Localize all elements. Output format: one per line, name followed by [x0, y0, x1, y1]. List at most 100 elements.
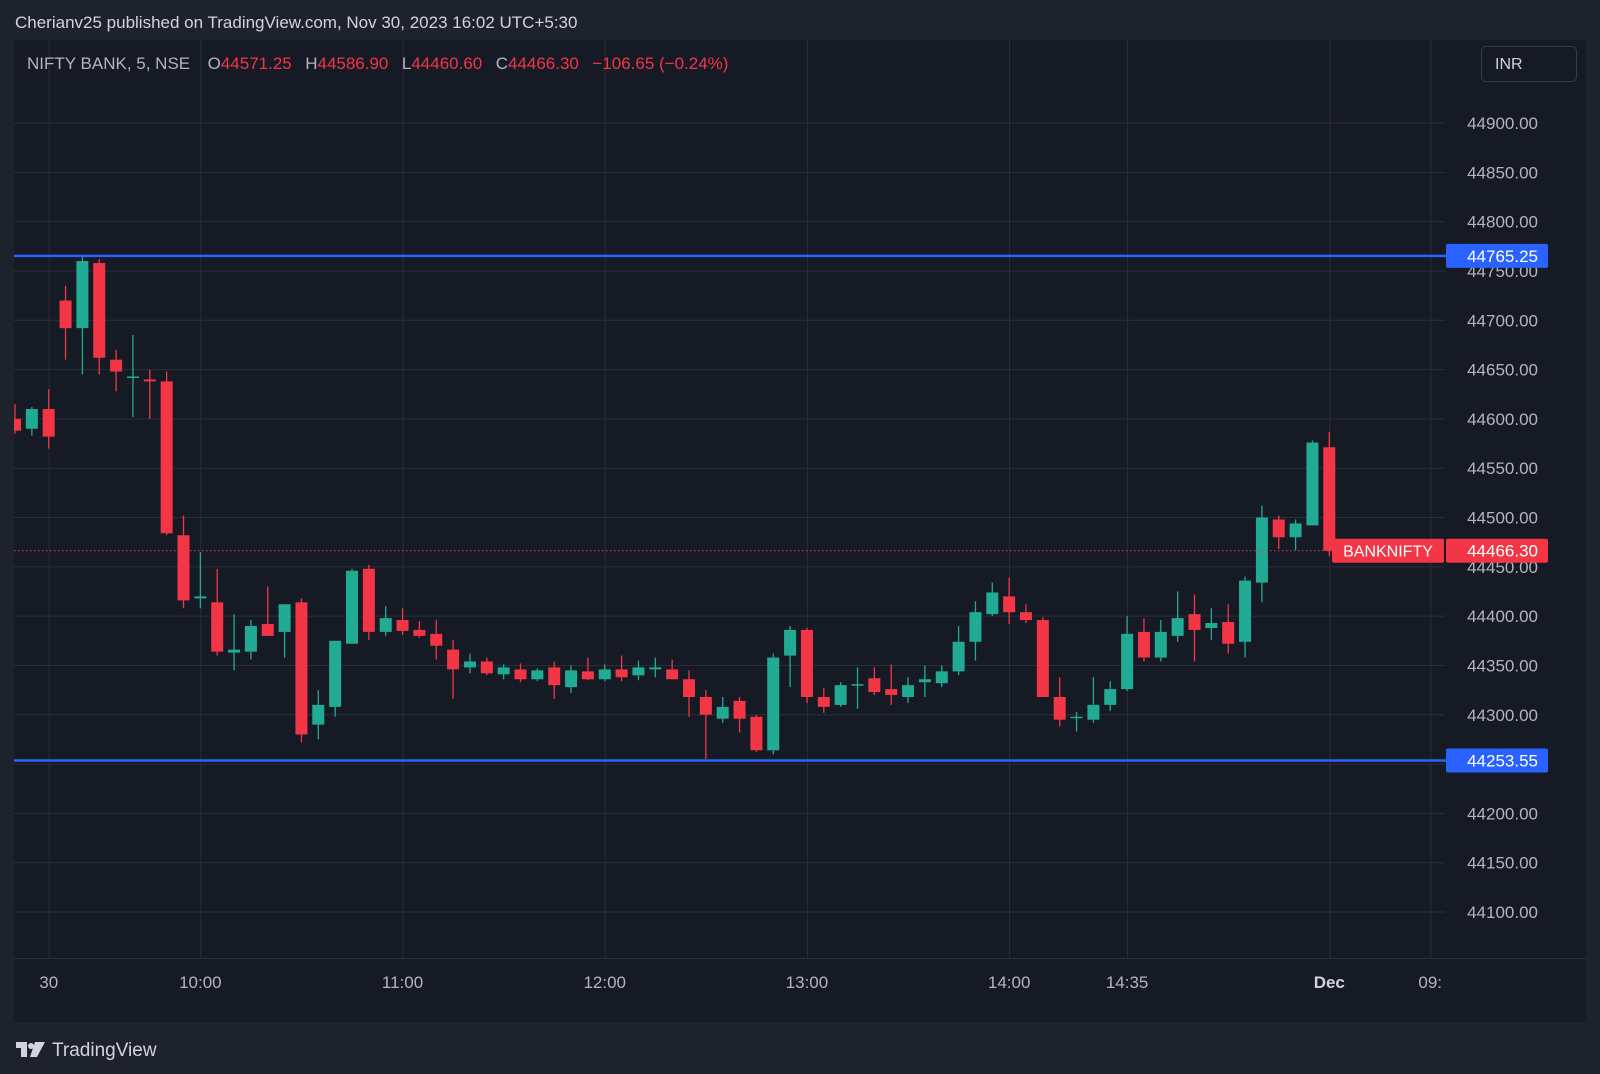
candle-body[interactable] — [463, 661, 476, 668]
candle-body[interactable] — [598, 669, 611, 680]
candle-body[interactable] — [110, 359, 123, 372]
time-axis-label: 11:00 — [382, 973, 423, 992]
candle-body[interactable] — [1323, 447, 1336, 551]
candle-body[interactable] — [211, 602, 224, 652]
candle-body[interactable] — [851, 684, 864, 686]
candle-body[interactable] — [581, 671, 594, 680]
tradingview-footer[interactable]: TradingView — [16, 1037, 157, 1065]
candle-body[interactable] — [885, 689, 898, 696]
candle-body[interactable] — [194, 596, 207, 599]
candle-body[interactable] — [666, 669, 679, 680]
candle-body[interactable] — [1020, 612, 1032, 621]
candle-body[interactable] — [1036, 620, 1049, 697]
level-price-label: 44253.55 — [1467, 752, 1538, 771]
candle-body[interactable] — [295, 602, 308, 735]
candle-body[interactable] — [1003, 596, 1016, 613]
candle-body[interactable] — [14, 418, 21, 431]
time-axis-label: 12:00 — [583, 973, 626, 992]
candle-body[interactable] — [1087, 704, 1100, 720]
candle-body[interactable] — [379, 618, 392, 632]
candle-body[interactable] — [548, 667, 561, 686]
tradingview-brand: TradingView — [52, 1040, 157, 1061]
candle-body[interactable] — [952, 641, 965, 672]
candle-body[interactable] — [1137, 631, 1150, 658]
candle-body[interactable] — [1053, 696, 1066, 720]
level-price-tag[interactable] — [1446, 748, 1548, 773]
candle-body[interactable] — [278, 604, 291, 632]
candle-body[interactable] — [177, 535, 190, 601]
candle-body[interactable] — [733, 700, 746, 719]
candle-body[interactable] — [126, 376, 139, 378]
candle-body[interactable] — [1154, 631, 1167, 658]
candle-body[interactable] — [817, 696, 830, 707]
candle-body[interactable] — [42, 409, 55, 437]
candle-body[interactable] — [1121, 633, 1134, 690]
candle-body[interactable] — [750, 716, 763, 751]
candle-body[interactable] — [1289, 523, 1302, 538]
level-price-tag[interactable] — [1446, 243, 1548, 268]
last-price-label: 44466.30 — [1467, 542, 1538, 561]
candle-body[interactable] — [902, 685, 915, 697]
candle-body[interactable] — [447, 649, 460, 670]
candle-body[interactable] — [632, 667, 645, 676]
price-axis-label: 44800.00 — [1467, 213, 1538, 232]
candle-body[interactable] — [784, 629, 797, 656]
candle-body[interactable] — [480, 661, 493, 674]
candle-body[interactable] — [430, 633, 443, 646]
candle-body[interactable] — [329, 640, 342, 707]
candle-body[interactable] — [531, 670, 544, 680]
candle-body[interactable] — [514, 669, 527, 680]
candle-body[interactable] — [25, 409, 38, 429]
candle-body[interactable] — [346, 570, 358, 644]
candle-body[interactable] — [1188, 614, 1201, 630]
close-value: 44466.30 — [507, 54, 579, 73]
candle-body[interactable] — [362, 568, 375, 632]
candle-body[interactable] — [1306, 442, 1319, 526]
candle-body[interactable] — [767, 657, 780, 751]
candlestick-chart[interactable]: 44100.0044150.0044200.0044250.0044300.00… — [14, 40, 1586, 1022]
candle-body[interactable] — [497, 667, 510, 675]
symbol-legend: NIFTY BANK, 5, NSE O44571.25 H44586.90 L… — [27, 52, 728, 76]
candle-body[interactable] — [396, 620, 409, 631]
price-axis-label: 44350.00 — [1467, 656, 1538, 675]
chart-area[interactable]: 44100.0044150.0044200.0044250.0044300.00… — [14, 40, 1586, 1022]
candle-body[interactable] — [93, 263, 106, 358]
candle-body[interactable] — [160, 381, 173, 534]
change-value: −106.65 (−0.24%) — [592, 54, 729, 73]
candle-body[interactable] — [1104, 689, 1117, 705]
time-axis-label: 10:00 — [179, 973, 222, 992]
candle-body[interactable] — [1255, 517, 1268, 583]
candle-body[interactable] — [1070, 716, 1083, 719]
candle-body[interactable] — [918, 679, 931, 683]
candle-body[interactable] — [261, 624, 274, 636]
candle-body[interactable] — [59, 300, 72, 329]
candle-body[interactable] — [312, 704, 325, 725]
candle-body[interactable] — [1205, 623, 1218, 628]
candle-body[interactable] — [76, 261, 89, 329]
candle-body[interactable] — [868, 678, 881, 693]
candle-body[interactable] — [969, 612, 982, 642]
candle-body[interactable] — [228, 649, 241, 653]
candle-body[interactable] — [413, 629, 426, 636]
symbol-name[interactable]: NIFTY BANK, 5, NSE — [27, 54, 191, 73]
candle-body[interactable] — [834, 685, 847, 705]
candle-body[interactable] — [143, 379, 156, 382]
candle-body[interactable] — [565, 670, 578, 688]
candle-body[interactable] — [935, 671, 948, 684]
price-axis-label: 44150.00 — [1467, 854, 1538, 873]
candle-body[interactable] — [1222, 622, 1235, 644]
candle-body[interactable] — [649, 667, 662, 670]
currency-button[interactable]: INR — [1481, 46, 1577, 82]
candle-body[interactable] — [244, 625, 257, 652]
tradingview-logo-icon — [16, 1042, 45, 1057]
candle-body[interactable] — [800, 629, 813, 697]
time-axis-label: 30 — [39, 973, 58, 992]
candle-body[interactable] — [699, 696, 712, 715]
candle-body[interactable] — [1171, 618, 1184, 636]
candle-body[interactable] — [683, 679, 695, 697]
candle-body[interactable] — [986, 592, 999, 615]
candle-body[interactable] — [1239, 580, 1252, 642]
candle-body[interactable] — [716, 706, 729, 719]
candle-body[interactable] — [1272, 519, 1285, 538]
candle-body[interactable] — [615, 669, 628, 678]
